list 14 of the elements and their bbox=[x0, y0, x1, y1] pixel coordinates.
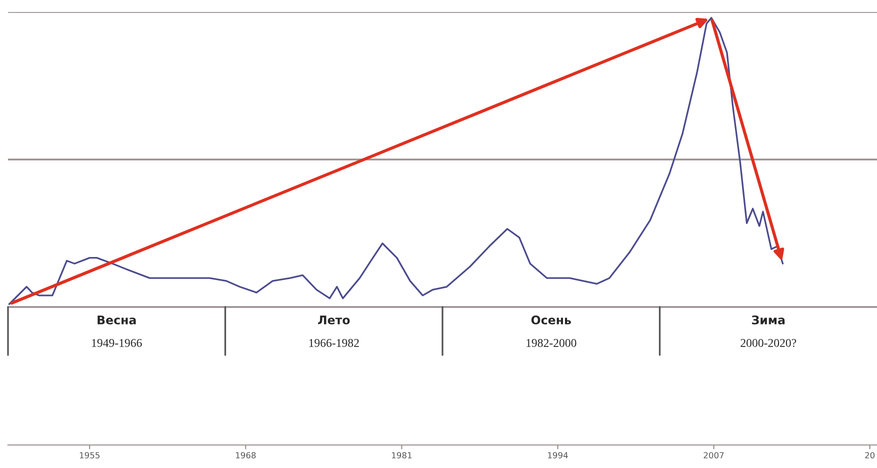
text: Осень bbox=[531, 315, 571, 324]
text: 1966-1982 bbox=[309, 338, 359, 347]
text: 2000-2020? bbox=[740, 338, 796, 348]
x-tick-label: 1968 bbox=[236, 452, 256, 458]
x-tick-label: 1981 bbox=[392, 452, 412, 458]
x-tick-label: 20 bbox=[865, 452, 875, 458]
text: Весна bbox=[98, 316, 136, 324]
text: 1982-2000 bbox=[526, 338, 576, 347]
text: 1949-1966 bbox=[92, 339, 142, 347]
x-tick-label: 2007 bbox=[704, 452, 724, 458]
x-tick-label: 1955 bbox=[80, 452, 100, 458]
text: Лето bbox=[318, 316, 350, 324]
text: Зима bbox=[752, 315, 785, 324]
x-tick-label: 1994 bbox=[548, 452, 568, 458]
